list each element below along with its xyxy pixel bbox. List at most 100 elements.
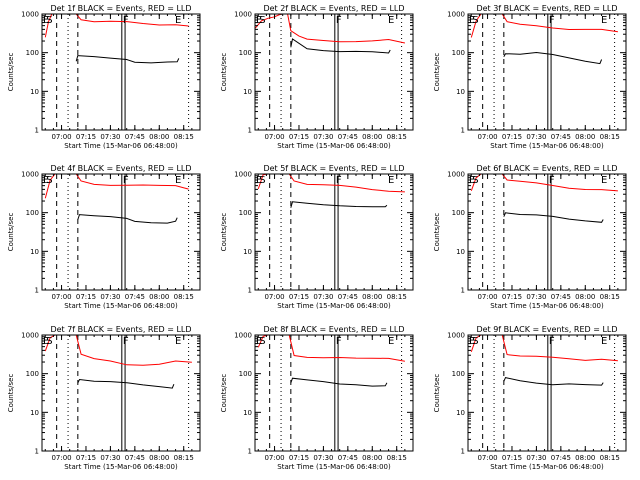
y-axis-label: Counts/sec	[433, 213, 441, 252]
detector-panel: Det 4f BLACK = Events, RED = LLD 1 10 100 10…	[7, 164, 201, 310]
y-tick-label: 1	[461, 287, 465, 295]
y-axis-label: Counts/sec	[7, 53, 15, 92]
y-tick-label: 10	[456, 248, 465, 256]
phase-marker-label: F	[123, 175, 129, 186]
x-tick-label: 07:00	[264, 133, 284, 141]
x-tick-label: 07:00	[51, 133, 71, 141]
x-axis-label: Start Time (15-Mar-06 06:48:00)	[277, 142, 391, 150]
y-tick-label: 1	[461, 448, 465, 456]
x-tick-label: 08:15	[600, 133, 620, 141]
y-tick-label: 1000	[21, 11, 39, 19]
lld-rate-line	[257, 335, 405, 362]
x-tick-label: 08:00	[575, 133, 595, 141]
plot-frame	[254, 13, 414, 131]
x-tick-label: 07:00	[51, 454, 71, 462]
phase-marker-label: F	[549, 15, 555, 26]
panel-title: Det 4f BLACK = Events, RED = LLD	[50, 164, 191, 173]
x-tick-label: 07:30	[526, 454, 546, 462]
panel-title: Det 8f BLACK = Events, RED = LLD	[263, 325, 404, 334]
detector-panel: Det 7f BLACK = Events, RED = LLD 1 10 100 10…	[7, 325, 201, 471]
plot-frame	[467, 13, 627, 131]
phase-marker-label: F	[336, 15, 342, 26]
x-tick-label: 08:15	[387, 133, 407, 141]
y-tick-label: 10	[243, 88, 252, 96]
x-tick-label: 07:30	[526, 293, 546, 301]
x-tick-label: 08:00	[149, 293, 169, 301]
phase-marker-label: E	[43, 15, 49, 26]
x-tick-label: 07:45	[125, 133, 145, 141]
x-tick-label: 08:00	[362, 454, 382, 462]
x-tick-label: 08:15	[174, 133, 194, 141]
y-tick-label: 10	[243, 248, 252, 256]
lld-rate-line	[255, 14, 406, 44]
x-tick-label: 08:00	[575, 454, 595, 462]
x-tick-label: 07:15	[289, 133, 309, 141]
event-rate-line	[503, 212, 604, 223]
panel-title: Det 6f BLACK = Events, RED = LLD	[476, 164, 617, 173]
event-rate-line	[77, 378, 175, 389]
y-axis-label: Counts/sec	[220, 53, 228, 92]
x-tick-label: 07:00	[51, 293, 71, 301]
phase-marker-label: E	[256, 175, 262, 186]
x-tick-label: 08:00	[575, 293, 595, 301]
event-rate-line	[77, 214, 178, 224]
x-tick-label: 07:15	[502, 293, 522, 301]
x-tick-label: 08:15	[387, 293, 407, 301]
x-tick-label: 07:30	[313, 293, 333, 301]
event-rate-line	[503, 51, 603, 65]
x-tick-label: 07:45	[125, 293, 145, 301]
x-tick-label: 07:00	[477, 293, 497, 301]
x-tick-label: 07:30	[100, 293, 120, 301]
detector-panel: Det 8f BLACK = Events, RED = LLD 1 10 100 10…	[220, 325, 414, 471]
phase-marker-label: E	[256, 336, 262, 347]
x-axis-label: Start Time (15-Mar-06 06:48:00)	[490, 142, 604, 150]
lld-rate-line	[257, 174, 405, 193]
y-axis-label: Counts/sec	[7, 374, 15, 413]
phase-marker-label: E	[601, 336, 607, 347]
panel-title: Det 1f BLACK = Events, RED = LLD	[50, 4, 191, 13]
x-tick-label: 07:45	[551, 293, 571, 301]
phase-marker-label: E	[601, 175, 607, 186]
x-tick-label: 07:15	[289, 454, 309, 462]
phase-marker-label: E	[388, 175, 394, 186]
event-rate-line	[503, 377, 604, 386]
x-tick-label: 07:00	[264, 293, 284, 301]
x-axis-label: Start Time (15-Mar-06 06:48:00)	[64, 302, 178, 310]
phase-marker-label: S	[472, 336, 478, 347]
phase-marker-label: E	[256, 15, 262, 26]
x-tick-label: 07:00	[477, 133, 497, 141]
x-tick-label: 07:30	[100, 133, 120, 141]
detector-panel: Det 5f BLACK = Events, RED = LLD 1 10 100 10…	[220, 164, 414, 310]
x-tick-label: 07:00	[264, 454, 284, 462]
x-tick-label: 08:15	[174, 293, 194, 301]
y-tick-label: 1000	[447, 11, 465, 19]
x-tick-label: 07:45	[338, 133, 358, 141]
plot-frame	[467, 173, 627, 291]
y-axis-label: Counts/sec	[220, 374, 228, 413]
y-tick-label: 100	[239, 370, 252, 378]
x-tick-label: 07:45	[551, 454, 571, 462]
x-tick-label: 07:45	[338, 293, 358, 301]
phase-marker-label: E	[469, 15, 475, 26]
phase-marker-label: S	[472, 175, 478, 186]
x-tick-label: 07:30	[313, 133, 333, 141]
phase-marker-label: F	[123, 336, 129, 347]
phase-marker-label: E	[469, 175, 475, 186]
y-tick-label: 1000	[447, 332, 465, 340]
plot-frame	[41, 334, 201, 452]
phase-marker-label: E	[43, 336, 49, 347]
phase-marker-label: E	[43, 175, 49, 186]
y-tick-label: 1000	[447, 171, 465, 179]
y-tick-label: 1	[35, 287, 39, 295]
phase-marker-label: S	[259, 336, 265, 347]
event-rate-line	[75, 55, 180, 64]
x-axis-label: Start Time (15-Mar-06 06:48:00)	[64, 142, 178, 150]
y-tick-label: 100	[26, 49, 39, 57]
lld-rate-line	[470, 174, 618, 192]
plot-frame	[467, 334, 627, 452]
plot-frame	[254, 334, 414, 452]
x-tick-label: 08:00	[362, 293, 382, 301]
x-axis-label: Start Time (15-Mar-06 06:48:00)	[490, 302, 604, 310]
x-tick-label: 08:00	[149, 454, 169, 462]
x-tick-label: 07:15	[76, 133, 96, 141]
